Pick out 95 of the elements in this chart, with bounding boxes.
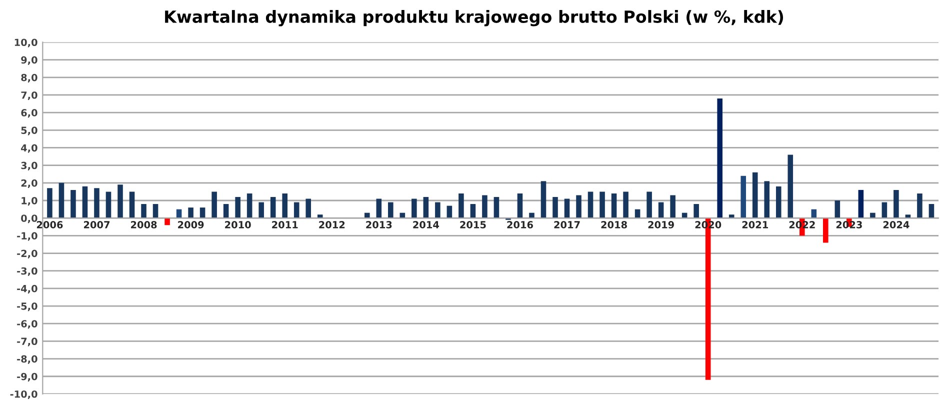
y-tick-label: -1,0: [17, 232, 38, 241]
bar: [928, 204, 934, 218]
y-tick-label: 2,0: [21, 179, 38, 188]
bar: [164, 218, 170, 226]
bar: [270, 196, 276, 218]
y-tick-label: -3,0: [17, 267, 38, 276]
bar: [576, 195, 582, 218]
bar: [834, 200, 840, 218]
bar: [47, 188, 52, 218]
bar: [658, 202, 664, 218]
bar: [118, 184, 123, 218]
y-tick-label: 8,0: [21, 74, 38, 82]
y-tick-label: 7,0: [21, 91, 38, 100]
bar: [823, 218, 828, 243]
bar: [200, 208, 206, 218]
bar: [600, 192, 605, 218]
bar: [376, 198, 382, 218]
y-tick-label: 0,0: [21, 214, 38, 224]
bar: [894, 190, 899, 218]
bar: [552, 196, 558, 218]
bar: [670, 195, 676, 218]
bar: [152, 204, 158, 218]
bar: [482, 195, 488, 218]
bar: [882, 202, 888, 218]
y-tick-label: -10,0: [10, 390, 38, 400]
bar: [564, 198, 570, 218]
x-tick-label: 2008: [131, 221, 157, 228]
bar: [258, 202, 264, 218]
bar: [623, 192, 628, 218]
bar: [717, 98, 722, 218]
y-tick-label: -5,0: [17, 302, 38, 312]
bar: [517, 193, 523, 218]
bar: [494, 196, 500, 218]
bar: [858, 190, 864, 218]
x-tick-label: 2019: [648, 221, 674, 228]
bar: [423, 196, 429, 218]
bar: [212, 192, 217, 218]
y-tick-label: -8,0: [17, 355, 38, 364]
bar: [917, 193, 922, 218]
x-tick-label: 2013: [366, 221, 392, 228]
bar: [246, 193, 252, 218]
x-tick-label: 2011: [272, 221, 298, 228]
y-tick-label: 4,0: [21, 144, 38, 153]
y-tick-label: 10,0: [14, 38, 38, 48]
y-tick-label: -9,0: [17, 372, 38, 382]
x-tick-label: 2006: [36, 221, 63, 228]
y-tick-label: -6,0: [17, 320, 38, 329]
bar: [58, 182, 64, 218]
bar: [235, 196, 240, 218]
bar: [141, 204, 146, 218]
x-tick-label: 2015: [460, 221, 486, 228]
y-tick-label: -7,0: [17, 338, 38, 346]
bar: [129, 192, 135, 218]
bar: [752, 172, 758, 218]
x-tick-label: 2018: [601, 221, 627, 228]
x-tick-label: 2014: [413, 221, 440, 228]
y-tick-label: 1,0: [22, 196, 38, 206]
bar: [458, 193, 464, 218]
bar: [540, 181, 546, 218]
bar: [82, 186, 88, 218]
bar: [470, 204, 476, 218]
bar: [412, 198, 417, 218]
x-tick-label: 2010: [225, 221, 251, 228]
bar: [435, 202, 440, 218]
x-tick-label: 2009: [178, 221, 204, 228]
x-tick-label: 2017: [554, 221, 580, 228]
x-tick-label: 2016: [507, 221, 533, 228]
x-tick-label: 2021: [742, 221, 768, 228]
bar: [106, 192, 112, 218]
bar: [94, 188, 100, 218]
bar: [764, 181, 770, 218]
bar: [294, 202, 300, 218]
bar: [740, 176, 746, 218]
bar: [776, 186, 782, 218]
bar: [611, 193, 617, 218]
y-tick-label: 5,0: [21, 126, 38, 136]
bar: [788, 154, 794, 218]
bar: [70, 190, 76, 218]
bar: [588, 192, 594, 218]
bar: [188, 208, 194, 218]
bar: [388, 202, 394, 218]
bar: [306, 198, 312, 218]
bar: [646, 192, 652, 218]
y-tick-label: 3,0: [21, 162, 38, 170]
y-tick-label: 6,0: [21, 109, 38, 118]
x-tick-label: 2024: [883, 221, 910, 228]
chart-title: Kwartalna dynamika produktu krajowego brutto Polski (w %, kdk): [165, 10, 784, 26]
bar: [694, 204, 699, 218]
y-tick-label: -4,0: [17, 284, 38, 294]
x-tick-label: 2012: [319, 221, 345, 228]
bar: [282, 193, 288, 218]
y-tick-label: 9,0: [21, 56, 38, 65]
x-tick-label: 2007: [84, 221, 110, 228]
bar: [223, 204, 229, 218]
y-tick-label: -2,0: [17, 250, 38, 258]
